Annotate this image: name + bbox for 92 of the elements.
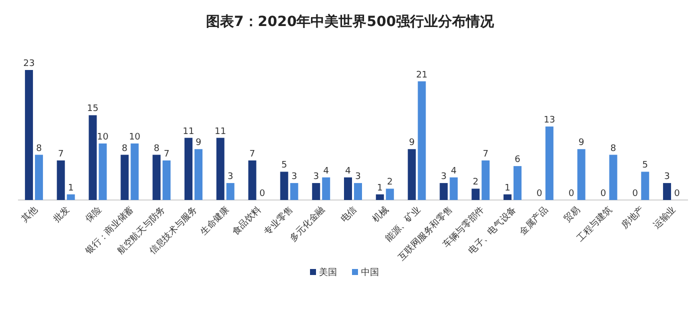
- bar: [408, 149, 416, 200]
- data-label: 0: [632, 189, 638, 199]
- data-label: 3: [664, 172, 670, 182]
- bar: [344, 177, 352, 200]
- bar: [545, 126, 554, 200]
- bar: [98, 143, 107, 200]
- data-label: 9: [196, 138, 202, 148]
- data-label: 4: [450, 166, 457, 176]
- data-label: 2: [472, 178, 478, 188]
- bar: [312, 183, 320, 200]
- data-label: 0: [568, 189, 574, 199]
- bar: [577, 149, 586, 200]
- bar: [514, 166, 522, 200]
- bar: [386, 188, 394, 200]
- x-tick-label: 食品饮料: [230, 204, 264, 238]
- bar: [440, 183, 448, 200]
- data-label: 3: [355, 172, 361, 182]
- data-label: 4: [323, 166, 330, 176]
- bar: [194, 149, 202, 200]
- x-tick-label: 机械: [370, 204, 392, 225]
- bar: [216, 138, 224, 200]
- data-label: 6: [514, 155, 521, 166]
- data-label: 7: [58, 149, 64, 160]
- data-label: 13: [544, 116, 556, 126]
- bar: [248, 160, 256, 200]
- bar: [152, 154, 161, 200]
- bar: [120, 154, 129, 200]
- bar: [376, 194, 384, 200]
- bar: [418, 81, 426, 200]
- legend-label: 美国: [319, 267, 337, 278]
- bar: [184, 138, 192, 200]
- data-label: 23: [23, 59, 35, 69]
- data-label: 1: [377, 183, 383, 194]
- bar: [504, 194, 512, 200]
- data-label: 1: [504, 183, 510, 194]
- data-label: 7: [164, 149, 170, 160]
- data-label: 4: [345, 166, 352, 176]
- data-label: 3: [440, 172, 447, 182]
- data-label: 3: [228, 172, 234, 182]
- data-label: 10: [97, 132, 109, 142]
- data-label: 8: [36, 144, 42, 154]
- x-tick-label: 保险: [83, 204, 104, 225]
- x-tick-label: 金属产品: [517, 204, 551, 238]
- data-label: 7: [482, 149, 488, 160]
- data-label: 8: [610, 144, 616, 154]
- data-label: 9: [408, 138, 415, 148]
- x-tick-label: 电信: [338, 204, 360, 225]
- data-label: 10: [128, 132, 141, 142]
- x-tick-label: 运输业: [651, 204, 678, 232]
- data-label: 1: [68, 183, 74, 194]
- bar: [88, 115, 97, 200]
- bar: [24, 70, 33, 200]
- data-label: 0: [600, 189, 606, 199]
- bar: [322, 177, 330, 200]
- bar: [482, 160, 490, 200]
- data-label: 0: [536, 189, 543, 199]
- data-label: 3: [313, 172, 319, 182]
- x-tick-label: 贸易: [562, 204, 582, 225]
- data-label: 11: [214, 126, 226, 137]
- bar: [354, 183, 362, 200]
- x-tick-label: 房地产: [619, 204, 646, 232]
- bar: [162, 160, 171, 200]
- bar: [226, 183, 234, 200]
- x-tick-label: 批发: [51, 204, 72, 225]
- data-label: 5: [281, 160, 288, 171]
- legend-label: 中国: [361, 267, 379, 278]
- bar: [472, 188, 480, 200]
- bar: [641, 172, 650, 200]
- x-tick-label: 其他: [20, 204, 40, 225]
- data-label: 5: [642, 160, 648, 171]
- data-label: 21: [416, 70, 428, 80]
- bar: [450, 177, 458, 200]
- x-tick-label: 生命健康: [198, 204, 232, 238]
- data-label: 8: [122, 144, 128, 154]
- bar: [609, 154, 618, 200]
- bar: [130, 143, 139, 200]
- bar: [290, 183, 298, 200]
- data-label: 7: [249, 149, 256, 160]
- chart-title: 图表7：2020年中美世界500强行业分布情况: [206, 13, 495, 30]
- data-label: 3: [291, 172, 298, 182]
- data-label: 8: [154, 144, 160, 154]
- data-label: 2: [387, 178, 393, 188]
- data-label: 15: [87, 104, 98, 114]
- data-label: 11: [182, 126, 194, 137]
- bar: [280, 172, 288, 200]
- bar: [66, 194, 75, 200]
- bar: [34, 154, 43, 200]
- bar: [56, 160, 65, 200]
- data-label: 0: [674, 189, 680, 199]
- data-label: 9: [578, 138, 584, 148]
- data-label: 0: [259, 189, 266, 199]
- bar: [663, 183, 672, 200]
